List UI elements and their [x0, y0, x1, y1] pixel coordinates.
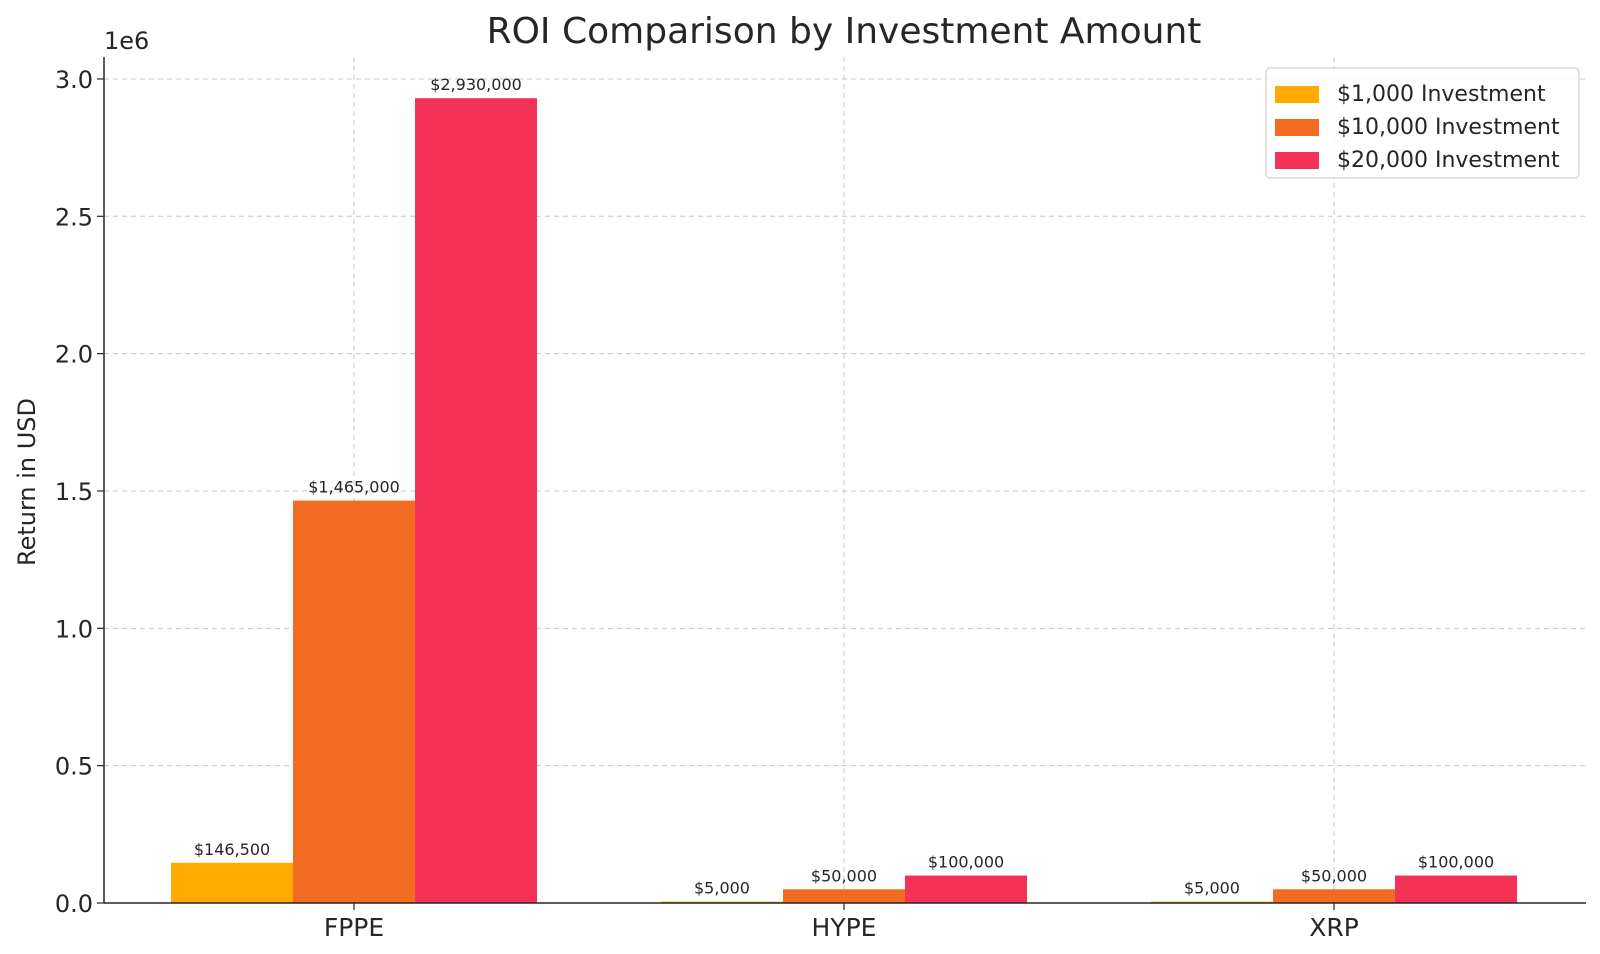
y-tick-label: 3.0 — [55, 66, 93, 94]
data-labels: $146,500 $5,000 $5,000 $1,465,000 $50,000 $50… — [194, 75, 1494, 897]
axes: 0.0 0.5 1.0 1.5 2.0 2.5 3.0 FPPE HYPE XRP — [55, 57, 1586, 942]
bar-value-label: $5,000 — [694, 879, 750, 898]
legend-swatch — [1275, 152, 1319, 169]
bar-value-label: $50,000 — [1301, 866, 1367, 885]
bars — [171, 98, 1517, 904]
legend-entry-label: $20,000 Investment — [1337, 148, 1560, 173]
bar — [1273, 889, 1395, 903]
bar — [415, 98, 537, 904]
bar-value-label: $146,500 — [194, 840, 270, 859]
bar — [783, 889, 905, 903]
bar — [293, 500, 415, 903]
bar-value-label: $100,000 — [1418, 853, 1494, 872]
bar — [171, 862, 293, 903]
y-axis-label: Return in USD — [13, 398, 41, 566]
y-tick-label: 1.5 — [55, 478, 93, 506]
bar — [1395, 875, 1517, 903]
chart-title: ROI Comparison by Investment Amount — [487, 11, 1202, 52]
x-tick-label: FPPE — [324, 913, 384, 942]
legend-swatch — [1275, 86, 1319, 103]
legend-entry-label: $10,000 Investment — [1337, 115, 1560, 140]
bar-value-label: $50,000 — [811, 866, 877, 885]
bar — [905, 875, 1027, 903]
bar-value-label: $5,000 — [1184, 879, 1240, 898]
y-tick-label: 2.0 — [55, 341, 93, 369]
legend: $1,000 Investment $10,000 Investment $20,0… — [1265, 67, 1580, 179]
bar-value-label: $2,930,000 — [430, 75, 522, 94]
y-tick-label: 0.0 — [55, 890, 93, 918]
legend-swatch — [1275, 119, 1319, 136]
x-tick-label: XRP — [1309, 913, 1359, 942]
y-tick-label: 1.0 — [55, 615, 93, 643]
legend-box — [1265, 67, 1580, 179]
y-tick-label: 2.5 — [55, 203, 93, 231]
y-tick-label: 0.5 — [55, 753, 93, 781]
bar-value-label: $100,000 — [928, 853, 1004, 872]
legend-entry-label: $1,000 Investment — [1337, 82, 1546, 107]
y-axis-offset-label: 1e6 — [104, 27, 149, 55]
bar-value-label: $1,465,000 — [308, 478, 400, 497]
x-tick-label: HYPE — [812, 913, 877, 942]
